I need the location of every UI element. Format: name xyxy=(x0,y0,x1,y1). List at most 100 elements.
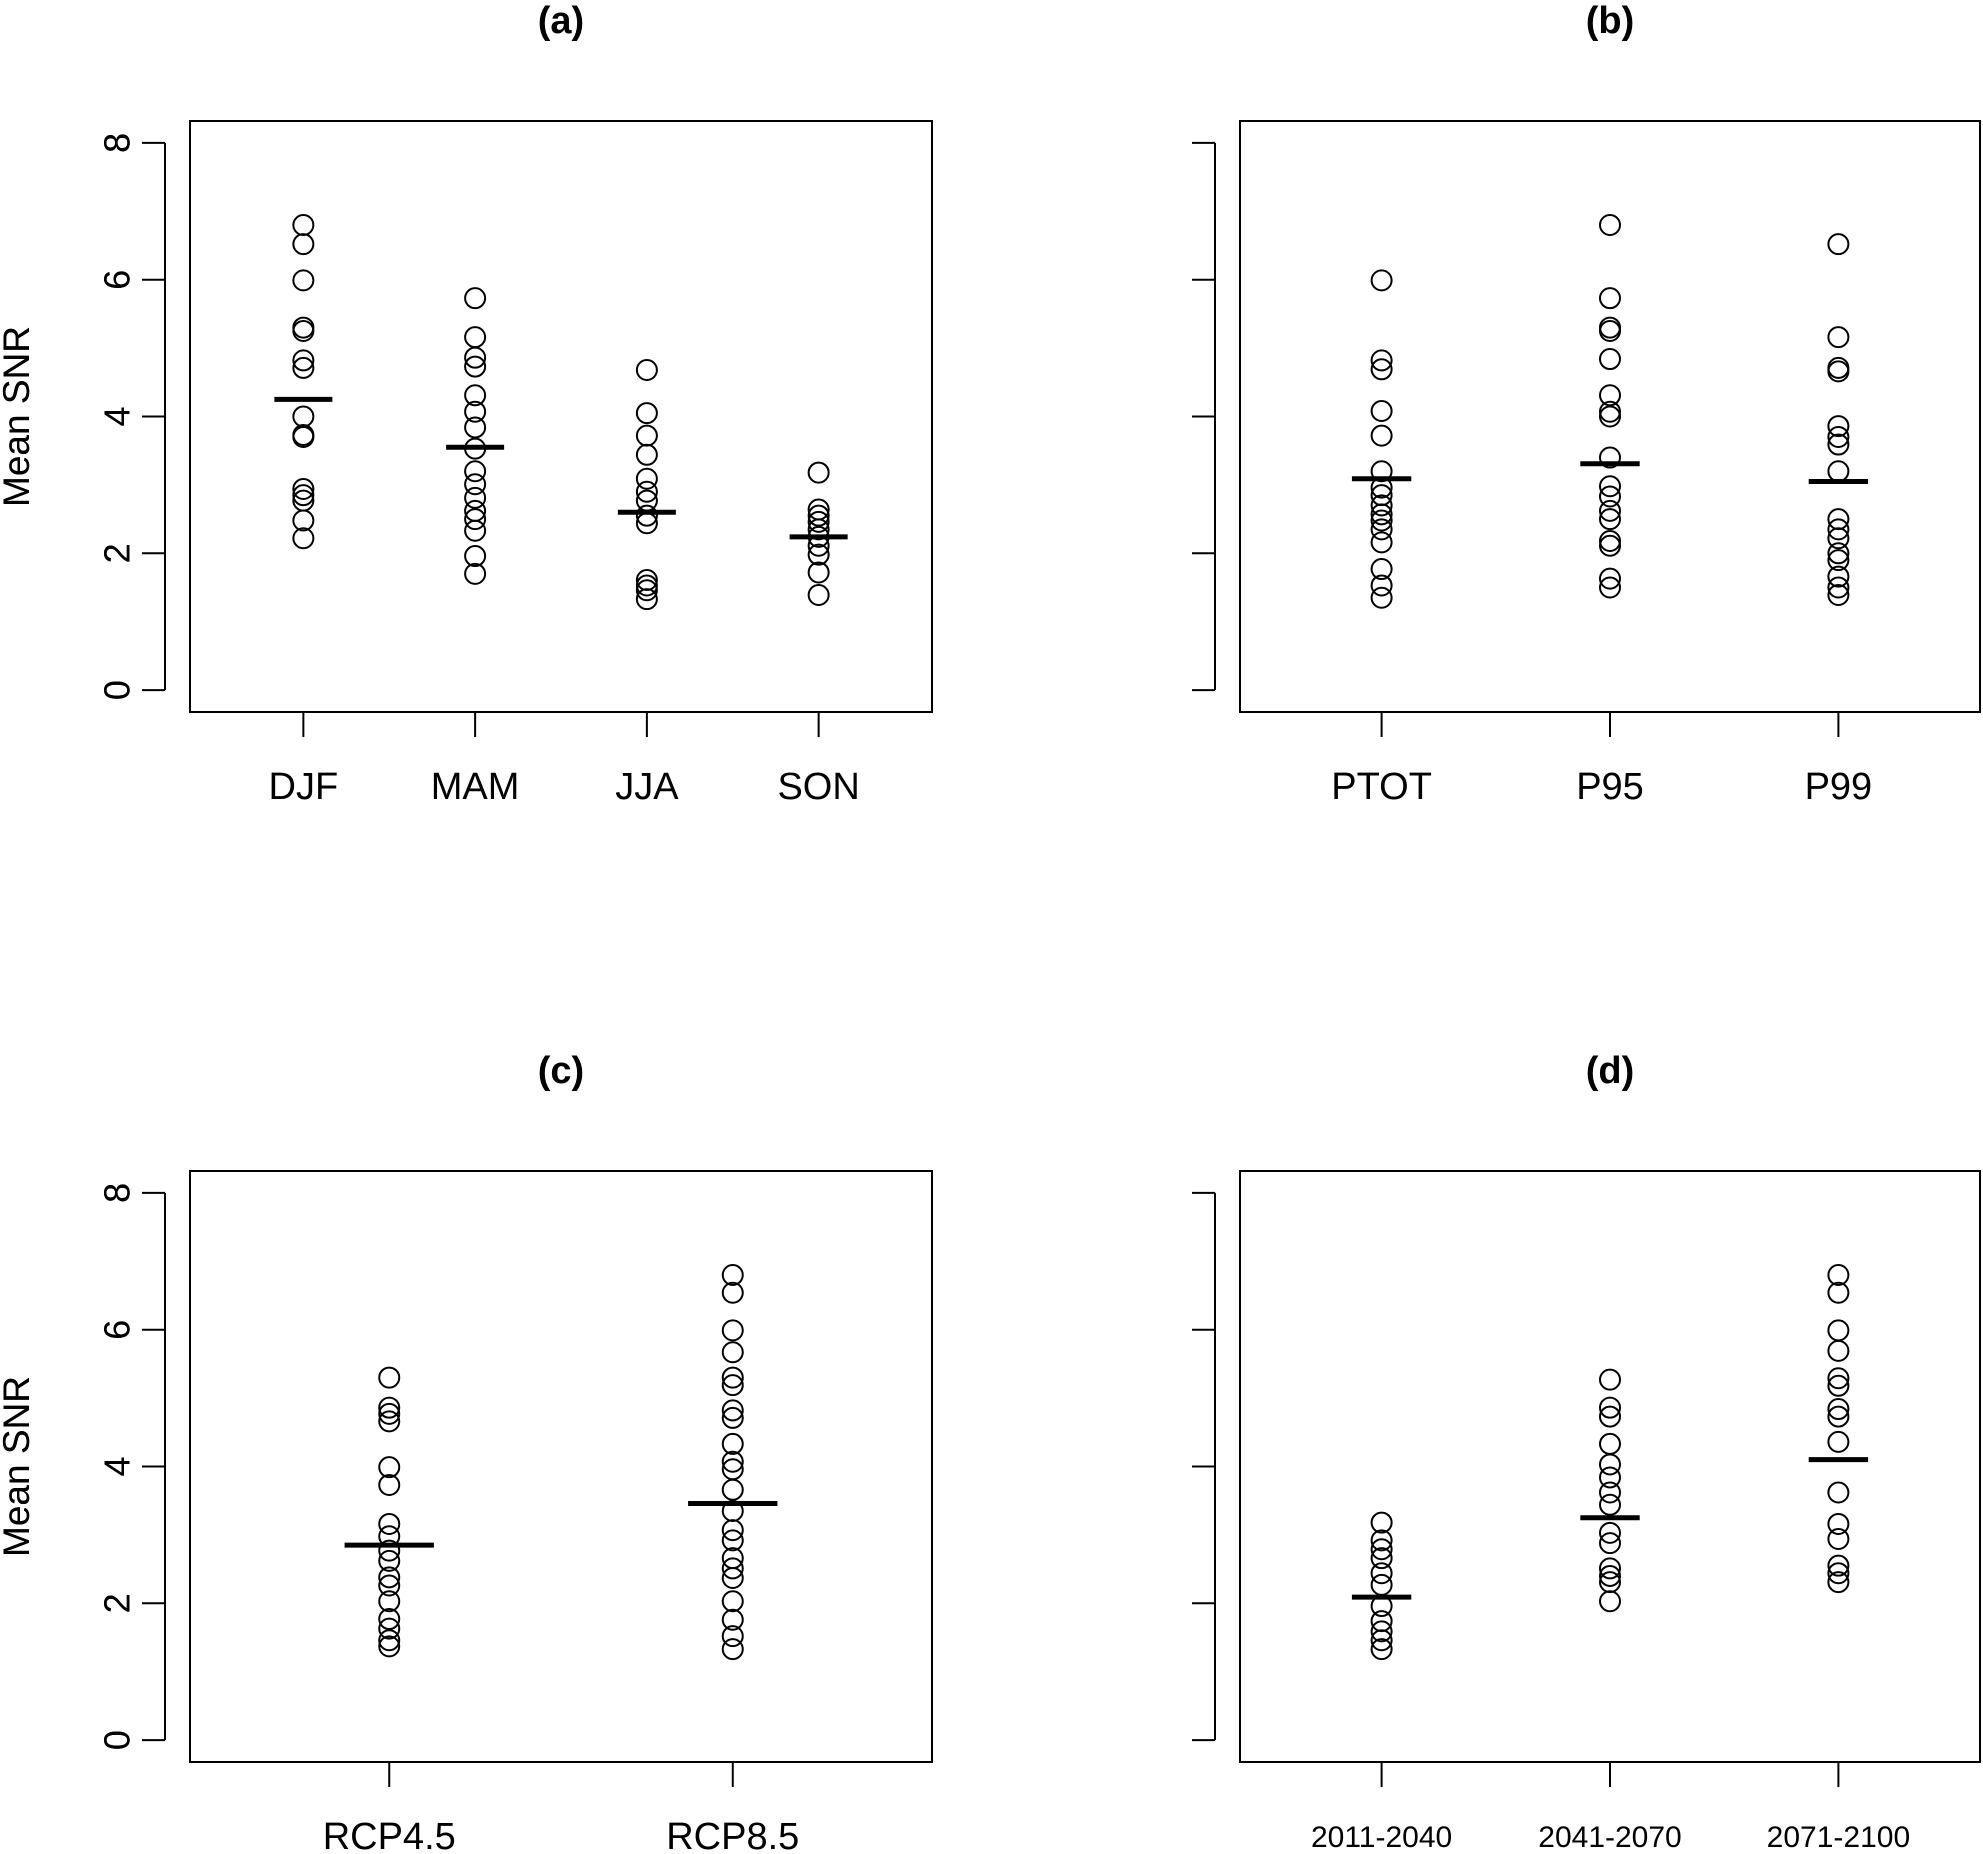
y-tick-label: 4 xyxy=(97,1456,138,1476)
data-point xyxy=(635,588,658,611)
data-point xyxy=(721,1341,744,1364)
y-axis-label: Mean SNR xyxy=(0,1376,37,1557)
data-point xyxy=(1599,1432,1621,1455)
data-point xyxy=(1599,534,1621,557)
data-point xyxy=(721,1590,744,1613)
y-tick-label: 6 xyxy=(97,1320,138,1340)
x-tick-label: 2071-2100 xyxy=(1767,1821,1910,1854)
data-point xyxy=(292,489,315,512)
y-tick-label: 2 xyxy=(97,543,138,563)
data-point xyxy=(721,1366,744,1389)
data-point xyxy=(1370,1529,1393,1552)
data-point xyxy=(464,473,487,496)
data-point xyxy=(1599,576,1621,599)
data-point xyxy=(1370,358,1393,381)
data-point xyxy=(1599,1590,1621,1613)
data-point xyxy=(378,1635,401,1658)
plot-frame xyxy=(189,120,933,713)
data-point xyxy=(1827,1281,1850,1304)
data-point xyxy=(1370,1538,1393,1561)
panel-title: (c) xyxy=(538,1050,584,1092)
data-point xyxy=(378,1608,401,1631)
data-point xyxy=(1599,475,1621,498)
data-point xyxy=(1827,433,1850,456)
data-point xyxy=(1599,213,1621,236)
data-point xyxy=(1599,319,1621,342)
data-point xyxy=(464,384,487,407)
data-point xyxy=(1827,1398,1850,1421)
data-point xyxy=(1827,1430,1850,1453)
data-point xyxy=(1827,1367,1850,1390)
data-point xyxy=(1827,1374,1850,1397)
data-point xyxy=(1370,349,1393,372)
data-point xyxy=(721,1432,744,1455)
data-point xyxy=(1827,1571,1850,1594)
data-point xyxy=(464,416,487,439)
y-tick-label: 0 xyxy=(97,680,138,700)
data-point xyxy=(1599,1368,1621,1391)
plot-frame xyxy=(1239,120,1981,713)
data-point xyxy=(1370,558,1393,581)
data-point xyxy=(721,1450,744,1473)
data-point xyxy=(1599,485,1621,508)
data-point xyxy=(635,480,658,503)
data-point xyxy=(464,460,487,483)
x-tick-label: RCP4.5 xyxy=(323,1816,456,1854)
data-point xyxy=(1599,348,1621,371)
y-tick-label: 6 xyxy=(97,270,138,290)
panel-title: (a) xyxy=(538,0,584,42)
y-tick-label: 8 xyxy=(97,1183,138,1203)
data-point xyxy=(292,527,315,550)
data-point xyxy=(721,1399,744,1422)
data-point xyxy=(635,504,658,527)
x-tick-label: PTOT xyxy=(1331,766,1432,808)
y-tick-label: 2 xyxy=(97,1593,138,1613)
data-point xyxy=(378,1549,401,1572)
data-point xyxy=(807,510,830,533)
data-point xyxy=(1370,509,1393,532)
data-point xyxy=(292,319,315,342)
x-tick-label: MAM xyxy=(431,766,520,808)
data-point xyxy=(807,461,830,484)
data-point xyxy=(378,1512,401,1535)
x-tick-label: 2011-2040 xyxy=(1311,1821,1452,1854)
data-point xyxy=(1370,586,1393,609)
data-point xyxy=(1827,1528,1850,1551)
data-point xyxy=(1827,549,1850,572)
data-point xyxy=(635,443,658,466)
data-point xyxy=(292,426,315,449)
y-axis-label: Mean SNR xyxy=(0,326,37,507)
data-point xyxy=(292,269,315,292)
y-tick-label: 4 xyxy=(97,1456,138,1476)
data-point xyxy=(292,509,315,532)
data-point xyxy=(378,1410,401,1433)
data-point xyxy=(721,1319,744,1342)
data-point xyxy=(1370,400,1393,423)
data-point xyxy=(1827,565,1850,588)
data-point xyxy=(1599,384,1621,407)
data-point xyxy=(292,478,315,501)
data-point xyxy=(1370,1629,1393,1652)
data-point xyxy=(1827,1319,1850,1342)
data-point xyxy=(378,1617,401,1640)
y-axis-label: Mean SNR xyxy=(0,1376,37,1557)
data-point xyxy=(721,1519,744,1542)
data-point xyxy=(1370,1547,1393,1570)
data-point xyxy=(464,400,487,423)
data-point xyxy=(1599,1466,1621,1489)
data-point xyxy=(635,402,658,425)
data-point xyxy=(1827,233,1850,256)
data-point xyxy=(378,1396,401,1419)
data-point xyxy=(635,358,658,381)
data-point xyxy=(721,1529,744,1552)
data-point xyxy=(1827,326,1850,349)
panel-title: (b) xyxy=(1586,0,1635,42)
data-point xyxy=(1599,1481,1621,1504)
data-point xyxy=(378,1539,401,1562)
y-tick-label: 8 xyxy=(97,1183,138,1203)
data-point xyxy=(721,1263,744,1286)
x-tick-label: DJF xyxy=(269,766,339,808)
data-point xyxy=(1599,567,1621,590)
